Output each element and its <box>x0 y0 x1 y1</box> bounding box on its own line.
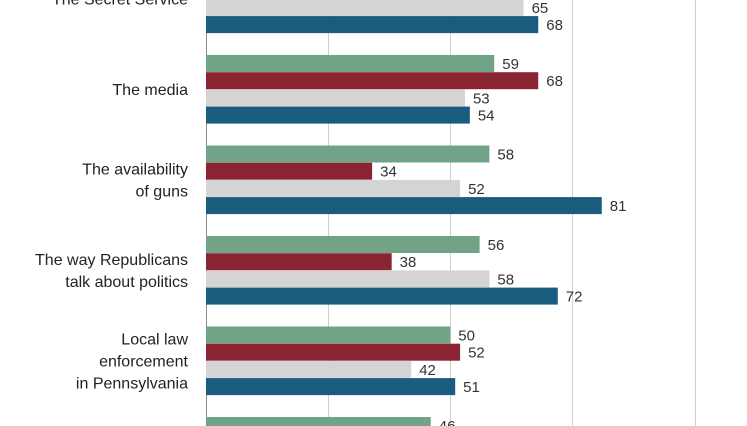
data-label: 52 <box>468 181 485 198</box>
bar <box>206 270 490 288</box>
bar <box>206 16 539 34</box>
bar <box>206 162 373 180</box>
data-label: 54 <box>478 108 495 125</box>
data-label: 65 <box>532 0 549 17</box>
data-label: 53 <box>473 90 490 107</box>
data-label: 42 <box>419 362 436 379</box>
category-label: The media <box>112 82 188 99</box>
bar <box>206 326 451 344</box>
category-label: Local law enforcement in Pennsylvania <box>76 331 189 392</box>
data-label: 56 <box>488 237 505 254</box>
bar <box>206 106 470 124</box>
data-label: 81 <box>610 198 627 215</box>
category-label-line: The media <box>112 82 188 99</box>
category-label-line: Local law <box>121 331 188 348</box>
category-label-line: The Secret Service <box>52 0 188 8</box>
data-label: 50 <box>458 328 475 345</box>
bar <box>206 179 461 197</box>
category-label: The way Republicans talk about politics <box>35 252 188 291</box>
category-label-line: talk about politics <box>65 274 188 291</box>
bar <box>206 343 461 361</box>
bar <box>206 287 558 305</box>
data-label: 59 <box>502 56 519 73</box>
category-label-line: of guns <box>136 183 188 200</box>
category-label-line: enforcement <box>99 353 188 370</box>
bar <box>206 360 412 378</box>
bar <box>206 236 480 253</box>
bar <box>206 72 539 90</box>
bar <box>206 417 431 426</box>
bar <box>206 145 490 163</box>
data-label: 68 <box>546 73 563 90</box>
data-label: 72 <box>566 289 583 306</box>
bar <box>206 0 524 16</box>
data-label: 68 <box>546 17 563 34</box>
bar <box>206 378 456 396</box>
bars: 65685968535458345281563858725052425146 <box>206 0 626 426</box>
data-label: 51 <box>463 379 480 396</box>
bar <box>206 197 602 215</box>
data-label: 38 <box>400 254 417 271</box>
bar <box>206 89 465 107</box>
bar <box>206 253 392 271</box>
data-label: 58 <box>497 147 514 164</box>
data-label: 52 <box>468 345 485 362</box>
category-labels: The Secret Service The media The availabil… <box>35 0 189 392</box>
bar <box>206 55 495 72</box>
category-label-line: The way Republicans <box>35 252 188 269</box>
category-label-line: The availability <box>82 161 188 178</box>
category-label: The availability of guns <box>82 161 188 200</box>
category-label-line: in Pennsylvania <box>76 375 188 392</box>
data-label: 46 <box>439 418 456 426</box>
category-label: The Secret Service <box>52 0 188 8</box>
data-label: 58 <box>497 271 514 288</box>
data-label: 34 <box>380 164 397 181</box>
